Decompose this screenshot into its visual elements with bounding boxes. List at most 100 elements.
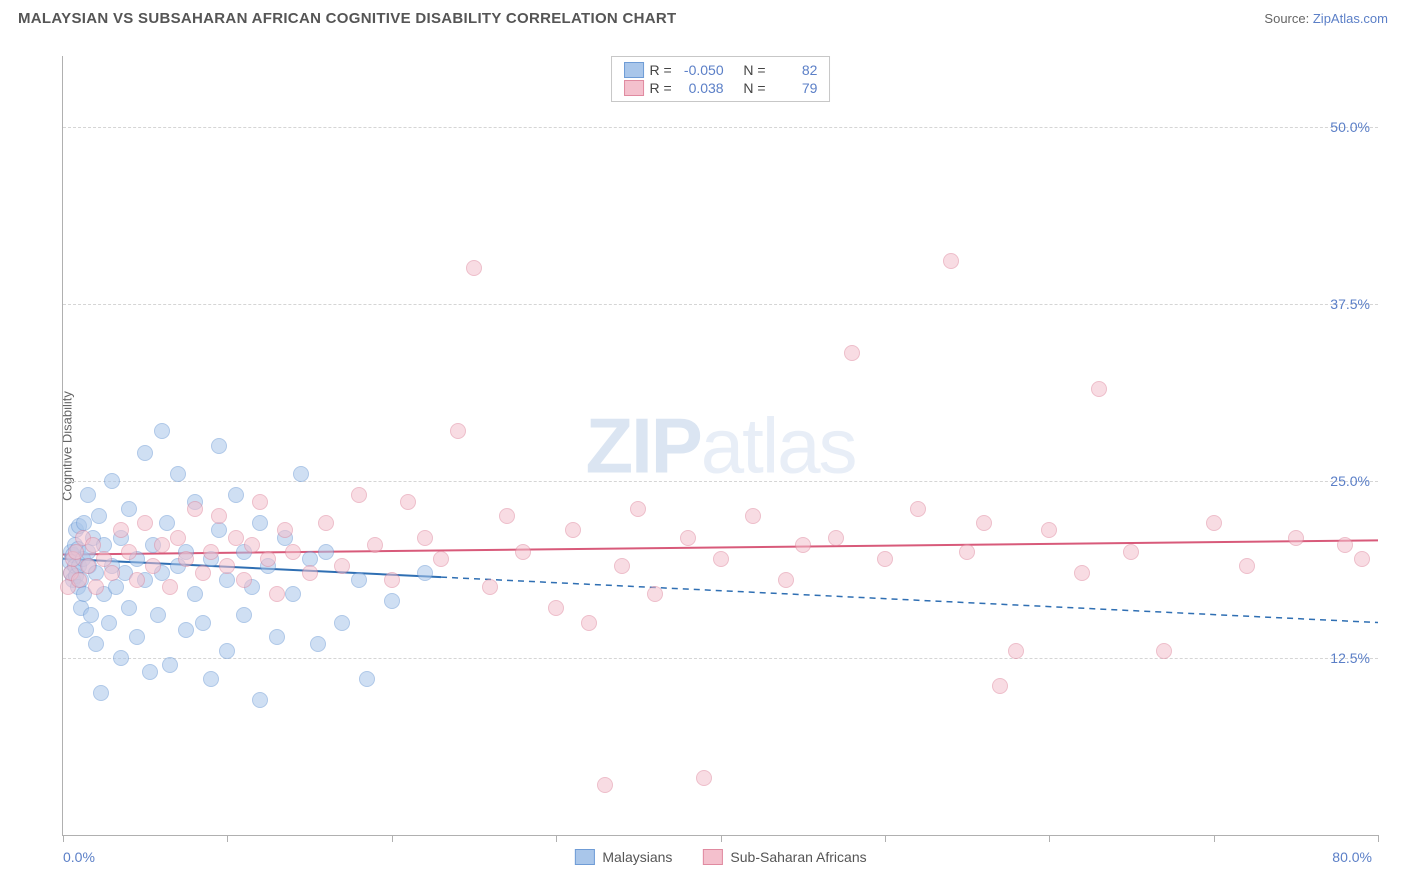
swatch-series-2 [624, 80, 644, 96]
data-point [211, 438, 227, 454]
data-point [129, 572, 145, 588]
data-point [285, 586, 301, 602]
data-point [910, 501, 926, 517]
stats-legend-box: R = -0.050 N = 82 R = 0.038 N = 79 [611, 56, 831, 102]
data-point [795, 537, 811, 553]
data-point [71, 572, 87, 588]
x-tick [556, 835, 557, 842]
x-tick [721, 835, 722, 842]
data-point [310, 636, 326, 652]
data-point [236, 607, 252, 623]
data-point [499, 508, 515, 524]
data-point [187, 586, 203, 602]
data-point [1288, 530, 1304, 546]
data-point [630, 501, 646, 517]
data-point [334, 615, 350, 631]
data-point [178, 622, 194, 638]
data-point [203, 544, 219, 560]
source-link[interactable]: ZipAtlas.com [1313, 11, 1388, 26]
data-point [252, 692, 268, 708]
x-axis-end-label: 80.0% [1332, 849, 1372, 865]
x-tick [63, 835, 64, 842]
bottom-swatch-1 [574, 849, 594, 865]
data-point [104, 565, 120, 581]
data-point [992, 678, 1008, 694]
chart-source: Source: ZipAtlas.com [1264, 11, 1388, 26]
gridline [63, 658, 1378, 659]
data-point [219, 558, 235, 574]
gridline [63, 481, 1378, 482]
data-point [80, 487, 96, 503]
data-point [150, 607, 166, 623]
data-point [211, 522, 227, 538]
data-point [121, 501, 137, 517]
swatch-series-1 [624, 62, 644, 78]
data-point [1074, 565, 1090, 581]
bottom-legend-label-2: Sub-Saharan Africans [730, 849, 866, 865]
r-stat-1: R = -0.050 [650, 62, 724, 78]
data-point [844, 345, 860, 361]
chart-area: Cognitive Disability ZIPatlas R = -0.050… [18, 46, 1388, 846]
data-point [565, 522, 581, 538]
r-stat-2: R = 0.038 [650, 80, 724, 96]
data-point [195, 615, 211, 631]
data-point [187, 501, 203, 517]
x-axis-start-label: 0.0% [63, 849, 95, 865]
data-point [154, 423, 170, 439]
data-point [778, 572, 794, 588]
x-tick [1049, 835, 1050, 842]
data-point [400, 494, 416, 510]
data-point [162, 657, 178, 673]
y-tick-label: 37.5% [1330, 296, 1370, 312]
watermark: ZIPatlas [585, 400, 855, 491]
data-point [976, 515, 992, 531]
data-point [433, 551, 449, 567]
data-point [581, 615, 597, 631]
data-point [680, 530, 696, 546]
data-point [137, 445, 153, 461]
data-point [85, 537, 101, 553]
data-point [252, 515, 268, 531]
data-point [236, 572, 252, 588]
data-point [244, 537, 260, 553]
data-point [113, 522, 129, 538]
data-point [351, 572, 367, 588]
data-point [260, 551, 276, 567]
data-point [68, 544, 84, 560]
y-tick-label: 12.5% [1330, 650, 1370, 666]
data-point [318, 515, 334, 531]
data-point [482, 579, 498, 595]
data-point [88, 579, 104, 595]
data-point [88, 636, 104, 652]
n-stat-1: N = 82 [743, 62, 817, 78]
bottom-legend-item-1: Malaysians [574, 849, 672, 865]
data-point [142, 664, 158, 680]
data-point [548, 600, 564, 616]
data-point [359, 671, 375, 687]
data-point [203, 671, 219, 687]
watermark-part2: atlas [701, 401, 856, 489]
data-point [228, 487, 244, 503]
watermark-part1: ZIP [585, 401, 700, 489]
chart-header: MALAYSIAN VS SUBSAHARAN AFRICAN COGNITIV… [0, 0, 1406, 33]
data-point [943, 253, 959, 269]
bottom-swatch-2 [702, 849, 722, 865]
data-point [178, 551, 194, 567]
data-point [1091, 381, 1107, 397]
data-point [219, 643, 235, 659]
data-point [466, 260, 482, 276]
data-point [170, 466, 186, 482]
data-point [417, 565, 433, 581]
data-point [159, 515, 175, 531]
data-point [647, 586, 663, 602]
x-tick [1378, 835, 1379, 842]
bottom-legend: Malaysians Sub-Saharan Africans [574, 849, 866, 865]
plot-region: ZIPatlas R = -0.050 N = 82 R = 0.038 N =… [62, 56, 1378, 836]
trendlines-svg [63, 56, 1378, 835]
data-point [108, 579, 124, 595]
data-point [1354, 551, 1370, 567]
data-point [145, 558, 161, 574]
data-point [302, 565, 318, 581]
x-tick [1214, 835, 1215, 842]
data-point [293, 466, 309, 482]
